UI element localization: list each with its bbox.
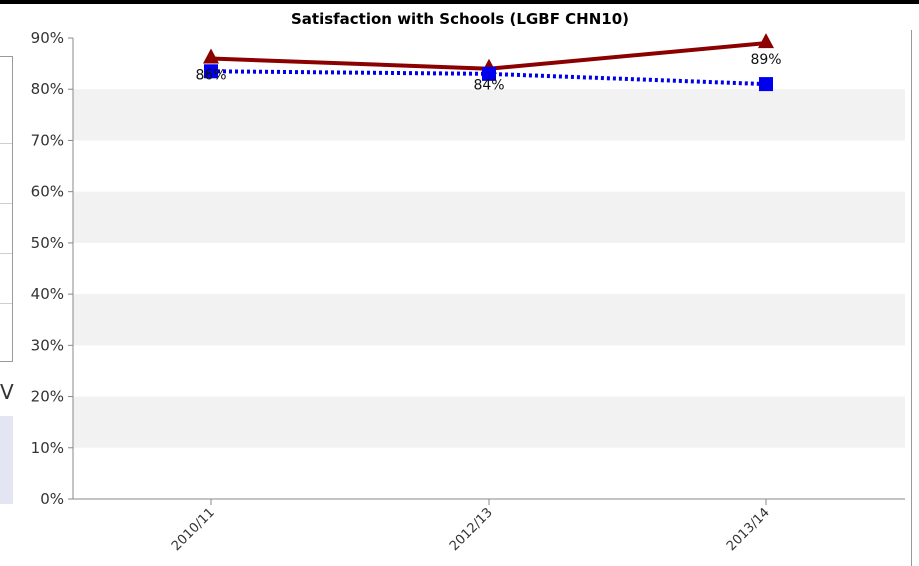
series-group: [203, 33, 774, 92]
window-right-edge: [911, 30, 919, 566]
y-tick-label: 20%: [31, 388, 64, 406]
grid-bands: [73, 89, 905, 448]
y-tick-label: 70%: [31, 131, 64, 149]
x-axis-ticks: 2010/11 2012/13 2013/14: [169, 499, 773, 554]
series-2-point: [204, 64, 218, 79]
y-tick-label: 30%: [31, 336, 64, 354]
data-label: 86%: [195, 67, 226, 83]
x-tick-label: 2013/14: [724, 505, 773, 554]
y-axis-ticks: 0% 10% 20% 30% 40% 50% 60% 70% 80% 90%: [31, 29, 73, 508]
side-panel-glyph: V: [0, 380, 14, 404]
x-tick-label: 2012/13: [447, 505, 496, 554]
grid-band: [73, 396, 905, 448]
y-tick-label: 60%: [31, 183, 64, 201]
y-tick-label: 0%: [40, 490, 64, 508]
data-label: 84%: [473, 78, 504, 94]
y-tick-label: 80%: [31, 80, 64, 98]
x-tick-label: 2010/11: [169, 505, 218, 554]
side-panel-fragment: [0, 56, 13, 362]
window-top-border: [0, 0, 919, 4]
series-1-point: [203, 48, 219, 64]
y-tick-label: 10%: [31, 439, 64, 457]
series-2-point: [482, 66, 496, 81]
series-1-point: [758, 33, 774, 49]
grid-band: [73, 191, 905, 243]
data-label: 89%: [750, 52, 781, 68]
y-tick-label: 90%: [31, 29, 64, 47]
series-2-point: [759, 77, 773, 92]
grid-band: [73, 294, 905, 346]
chart-title: Satisfaction with Schools (LGBF CHN10): [291, 10, 629, 28]
y-tick-label: 40%: [31, 285, 64, 303]
y-tick-label: 50%: [31, 234, 64, 252]
data-labels: 86% 84% 89%: [195, 52, 781, 94]
grid-band: [73, 89, 905, 141]
side-panel-box: [0, 416, 13, 504]
